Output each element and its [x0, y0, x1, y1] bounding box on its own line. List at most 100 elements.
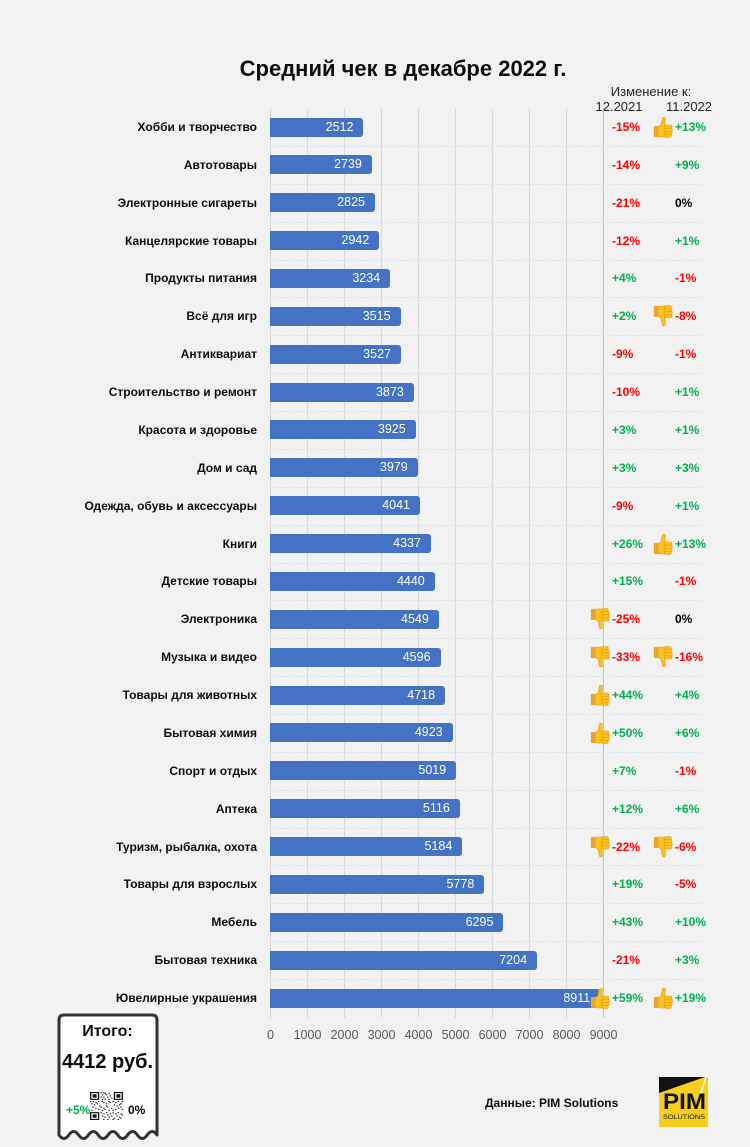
bar-value-label: 5778: [446, 876, 475, 891]
bar-value-label: 8911: [563, 990, 591, 1005]
bar-value-label: 2512: [325, 119, 354, 134]
x-tick-label: 6000: [478, 1028, 507, 1042]
bar: 3527: [270, 344, 401, 364]
x-tick-label: 9000: [589, 1028, 618, 1042]
bar: 2942: [270, 231, 380, 251]
row-separator: [270, 751, 700, 753]
change-vs-11-2022: -6%: [675, 839, 697, 854]
bar: 4549: [270, 609, 439, 629]
change-vs-12-2021: -15%: [612, 120, 641, 134]
bar: 4718: [270, 685, 446, 705]
category-label: Продукты питания: [145, 271, 257, 286]
bar: 5019: [270, 761, 457, 781]
change-vs-11-2022: +10%: [675, 915, 707, 930]
change-vs-12-2021: -21%: [612, 953, 641, 968]
bar-value-label: 2825: [337, 195, 366, 210]
change-vs-11-2022: +6%: [675, 801, 700, 816]
row-separator: [270, 562, 700, 564]
row-separator: [270, 373, 700, 375]
change-vs-12-2021: +4%: [612, 271, 637, 286]
row-separator: [270, 827, 700, 829]
bar-value-label: 4923: [414, 725, 443, 740]
row-separator: [270, 903, 700, 905]
category-label: Автотовары: [183, 157, 257, 172]
row-separator: [270, 600, 700, 602]
x-tick-label: 5000: [441, 1028, 470, 1042]
change-vs-11-2022: -16%: [675, 650, 704, 665]
thumbs-down-icon: [653, 646, 673, 668]
row-separator: [270, 676, 700, 678]
bar: 2739: [270, 155, 372, 175]
category-label: Аптека: [215, 801, 257, 816]
change-vs-11-2022: 0%: [675, 195, 693, 210]
thumbs-up-icon: [590, 722, 610, 744]
change-vs-11-2022: -5%: [675, 877, 697, 892]
thumbs-up-icon: [653, 116, 673, 138]
row-separator: [270, 486, 700, 488]
category-label: Детские товары: [161, 574, 257, 589]
summary-change-vs-11-2022: 0%: [128, 1103, 146, 1117]
category-label: Туризм, рыбалка, охота: [116, 839, 257, 854]
category-label: Дом и сад: [197, 460, 257, 475]
bar-value-label: 4041: [382, 498, 411, 513]
x-tick-label: 4000: [404, 1028, 433, 1042]
thumbs-up-icon: [590, 684, 610, 706]
category-label: Строительство и ремонт: [108, 385, 257, 400]
bar-value-label: 2942: [341, 233, 370, 248]
row-separator: [270, 145, 700, 147]
row-separator: [270, 297, 700, 299]
change-vs-11-2022: -1%: [675, 347, 697, 362]
qr-code-icon: [90, 1092, 123, 1120]
category-label: Книги: [222, 536, 257, 551]
change-vs-12-2021: +59%: [612, 991, 644, 1005]
change-vs-12-2021: -10%: [612, 385, 641, 400]
logo-main-text: PIM: [663, 1089, 706, 1114]
row-separator: [270, 221, 700, 223]
bar: 6295: [270, 912, 504, 932]
change-vs-12-2021: +3%: [612, 422, 637, 437]
x-tick-label: 3000: [367, 1028, 396, 1042]
category-label: Электроника: [180, 612, 257, 627]
category-label: Бытовая техника: [154, 953, 257, 968]
bar-value-label: 6295: [465, 914, 494, 929]
logo-sub-text: SOLUTIONS: [663, 1114, 706, 1121]
change-vs-11-2022: +1%: [675, 385, 700, 400]
bar: 3515: [270, 306, 401, 326]
row-separator: [270, 979, 700, 981]
change-vs-12-2021: +15%: [612, 574, 644, 589]
change-header-col-11-2022: 11.2022: [665, 99, 713, 114]
x-tick-label: 2000: [330, 1028, 359, 1042]
bar-value-label: 4549: [401, 611, 429, 626]
bar-value-label: 5019: [418, 763, 447, 778]
bar-value-label: 4718: [407, 687, 436, 702]
change-vs-11-2022: +4%: [675, 688, 700, 703]
bar-value-label: 3925: [377, 422, 406, 437]
category-label: Ювелирные украшения: [115, 991, 257, 1005]
receipt-icon: [57, 1013, 159, 1140]
category-label: Канцелярские товары: [125, 233, 257, 248]
thumbs-up-icon: [653, 533, 673, 555]
bar: 2512: [270, 117, 364, 137]
change-vs-11-2022: +1%: [675, 422, 700, 437]
change-vs-11-2022: +3%: [675, 460, 700, 475]
bar: 5116: [270, 799, 460, 819]
change-vs-11-2022: -1%: [675, 763, 697, 778]
thumbs-down-icon: [590, 646, 610, 668]
change-vs-11-2022: -8%: [675, 309, 697, 324]
category-label: Товары для взрослых: [123, 877, 257, 892]
change-vs-11-2022: +1%: [675, 498, 700, 513]
bar-value-label: 7204: [499, 952, 528, 967]
bar: 5184: [270, 837, 463, 857]
change-vs-11-2022: +6%: [675, 725, 700, 740]
row-separator: [270, 411, 700, 413]
change-vs-11-2022: +3%: [675, 953, 700, 968]
change-vs-12-2021: -33%: [612, 650, 641, 665]
bar-value-label: 5184: [424, 839, 453, 854]
bar-value-label: 3979: [379, 460, 408, 475]
bar-value-label: 2739: [334, 157, 362, 172]
bar: 4596: [270, 647, 441, 667]
change-vs-11-2022: -1%: [675, 271, 697, 286]
category-label: Музыка и видео: [161, 650, 257, 665]
row-separator: [270, 713, 700, 715]
change-vs-12-2021: -25%: [612, 612, 641, 627]
